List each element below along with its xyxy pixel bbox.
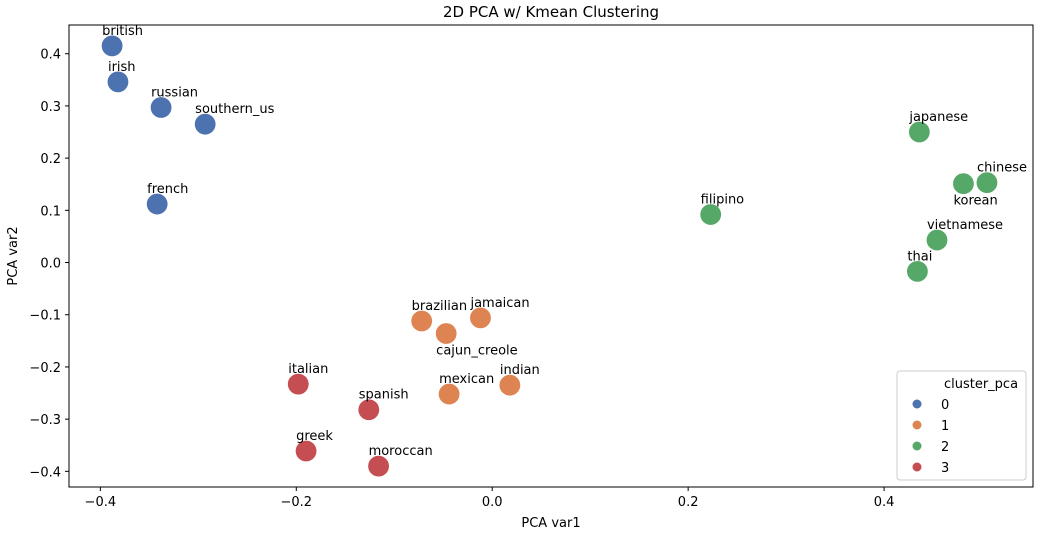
- point-label: greek: [296, 429, 333, 444]
- legend-marker: [912, 399, 922, 409]
- point-label: thai: [907, 249, 932, 264]
- data-point: [468, 306, 493, 330]
- x-axis: −0.4 −0.2 0.0 0.2 0.4: [85, 487, 895, 510]
- point-label: spanish: [359, 388, 409, 403]
- point-label: brazilian: [412, 299, 467, 314]
- data-point: [149, 95, 173, 120]
- data-points: [100, 34, 999, 478]
- legend: cluster_pca 0 1 2 3: [896, 370, 1027, 481]
- data-point: [925, 228, 949, 252]
- data-point: [100, 34, 124, 58]
- data-point: [286, 372, 310, 396]
- point-label: chinese: [977, 161, 1027, 176]
- data-point: [437, 382, 461, 406]
- point-label: jamaican: [469, 296, 529, 311]
- point-label: korean: [953, 194, 997, 209]
- point-label: irish: [108, 60, 136, 75]
- point-label: cajun_creole: [436, 344, 517, 359]
- point-label: british: [102, 24, 143, 39]
- x-tick-label: 0.0: [482, 495, 503, 510]
- y-tick-label: −0.3: [29, 413, 61, 428]
- point-label: mexican: [439, 372, 494, 387]
- legend-label: 3: [941, 461, 949, 476]
- y-tick-label: 0.3: [40, 100, 61, 115]
- legend-label: 0: [941, 398, 949, 413]
- axes-frame: [68, 24, 1034, 488]
- point-label: japanese: [908, 110, 968, 125]
- point-label: italian: [288, 362, 328, 377]
- data-point: [106, 70, 130, 94]
- y-tick-label: 0.2: [40, 152, 61, 167]
- data-point: [498, 373, 522, 397]
- point-label: vietnamese: [927, 218, 1003, 233]
- y-tick-label: −0.2: [29, 361, 61, 376]
- y-tick-label: −0.1: [29, 309, 61, 324]
- y-tick-label: −0.4: [29, 465, 61, 480]
- legend-label: 2: [941, 440, 949, 455]
- x-axis-label: PCA var1: [521, 516, 580, 531]
- legend-marker: [912, 441, 922, 451]
- chart-title: 2D PCA w/ Kmean Clustering: [443, 3, 659, 21]
- point-label: indian: [500, 363, 540, 378]
- legend-box: [896, 370, 1027, 481]
- data-point: [951, 172, 976, 196]
- plot-area: [68, 24, 1034, 488]
- point-label: filipino: [701, 192, 745, 207]
- data-point: [193, 112, 217, 136]
- data-point: [699, 202, 723, 227]
- legend-title: cluster_pca: [944, 377, 1018, 392]
- data-point: [907, 120, 931, 144]
- point-label: moroccan: [369, 444, 433, 459]
- data-point: [975, 171, 999, 195]
- data-point: [145, 192, 169, 216]
- data-point: [366, 454, 391, 478]
- point-label: southern_us: [195, 102, 274, 117]
- point-label: russian: [151, 85, 198, 100]
- data-point: [434, 321, 458, 346]
- data-point: [357, 398, 381, 422]
- data-point: [294, 439, 318, 463]
- x-tick-label: 0.2: [678, 495, 699, 510]
- x-tick-label: −0.2: [280, 495, 312, 510]
- data-point: [410, 309, 434, 333]
- x-tick-label: −0.4: [85, 495, 117, 510]
- y-tick-label: 0.0: [40, 257, 61, 272]
- point-label: french: [147, 182, 188, 197]
- legend-marker: [912, 420, 922, 430]
- legend-label: 1: [941, 419, 949, 434]
- y-tick-label: 0.4: [40, 48, 61, 63]
- y-axis-label: PCA var2: [6, 226, 21, 285]
- x-tick-label: 0.4: [874, 495, 895, 510]
- y-axis: −0.4 −0.3 −0.2 −0.1 0.0 0.1 0.2 0.3 0.4: [29, 48, 69, 480]
- legend-marker: [912, 462, 922, 472]
- y-tick-label: 0.1: [40, 204, 61, 219]
- data-point: [905, 259, 929, 283]
